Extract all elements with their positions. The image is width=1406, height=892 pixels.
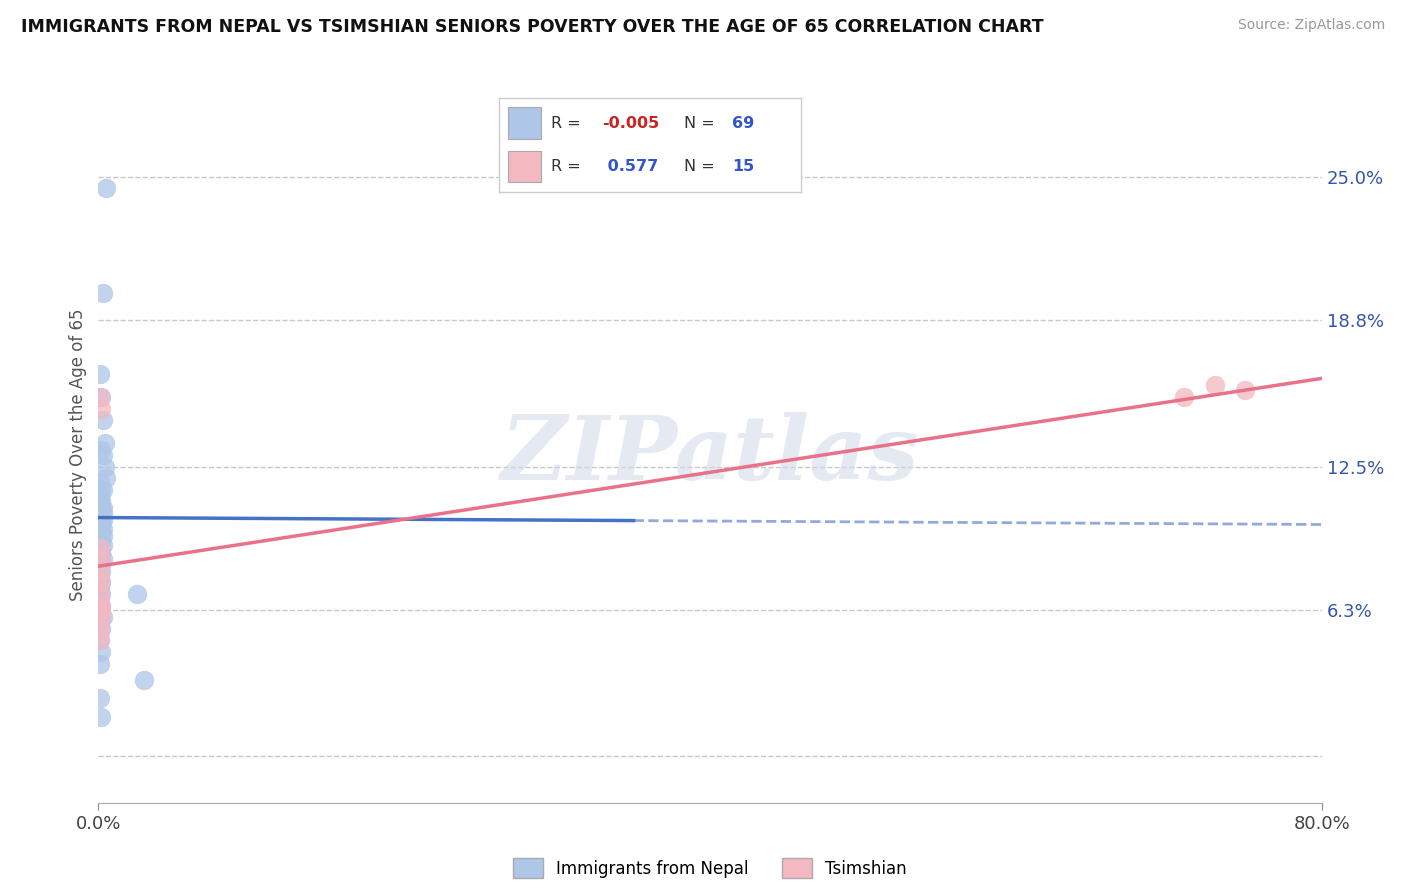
Point [89, 606, 111, 620]
Point [90, 536, 112, 550]
Text: 69: 69 [733, 116, 754, 131]
Point [90, 710, 112, 724]
Y-axis label: Seniors Poverty Over the Age of 65: Seniors Poverty Over the Age of 65 [69, 309, 87, 601]
Point [90, 517, 112, 532]
Point [91, 610, 114, 624]
Point [89, 520, 111, 534]
Point [89, 568, 111, 582]
Point [89, 622, 111, 636]
Point [93, 436, 115, 450]
Point [89, 633, 111, 648]
Point [89, 587, 111, 601]
Point [94, 181, 117, 195]
Point [90, 645, 112, 659]
Point [90, 520, 112, 534]
Point [90, 513, 112, 527]
Point [91, 513, 114, 527]
Point [90, 503, 112, 517]
Point [90, 564, 112, 578]
Point [125, 587, 148, 601]
Point [1173, 390, 1195, 404]
Point [90, 575, 112, 590]
Point [90, 499, 112, 513]
Point [91, 285, 114, 300]
Point [91, 501, 114, 516]
Point [89, 517, 111, 532]
Point [89, 533, 111, 548]
Text: Source: ZipAtlas.com: Source: ZipAtlas.com [1237, 18, 1385, 32]
Point [89, 541, 111, 555]
Point [90, 587, 112, 601]
Point [94, 471, 117, 485]
Point [90, 494, 112, 508]
Point [90, 622, 112, 636]
Point [90, 599, 112, 613]
Point [89, 515, 111, 529]
Point [90, 508, 112, 523]
Point [89, 508, 111, 523]
Point [90, 599, 112, 613]
Point [90, 526, 112, 541]
Point [90, 510, 112, 524]
Point [89, 501, 111, 516]
Text: 0.577: 0.577 [602, 159, 658, 174]
Point [91, 538, 114, 552]
Point [1204, 378, 1226, 392]
Point [91, 483, 114, 497]
Text: N =: N = [683, 159, 714, 174]
Point [89, 603, 111, 617]
Point [90, 575, 112, 590]
Point [91, 448, 114, 462]
Point [89, 522, 111, 536]
Text: -0.005: -0.005 [602, 116, 659, 131]
Point [89, 541, 111, 555]
Text: IMMIGRANTS FROM NEPAL VS TSIMSHIAN SENIORS POVERTY OVER THE AGE OF 65 CORRELATIO: IMMIGRANTS FROM NEPAL VS TSIMSHIAN SENIO… [21, 18, 1043, 36]
FancyBboxPatch shape [508, 108, 541, 139]
Point [134, 673, 156, 687]
Text: ZIPatlas: ZIPatlas [502, 412, 918, 498]
Point [90, 515, 112, 529]
Point [89, 526, 111, 541]
Point [91, 522, 114, 536]
FancyBboxPatch shape [508, 151, 541, 183]
Point [93, 459, 115, 474]
Text: N =: N = [683, 116, 714, 131]
Point [90, 545, 112, 559]
Point [90, 401, 112, 416]
Point [89, 367, 111, 381]
Point [91, 529, 114, 543]
Point [89, 657, 111, 671]
Text: R =: R = [551, 116, 581, 131]
Point [90, 532, 112, 546]
Point [91, 552, 114, 566]
Point [89, 490, 111, 504]
Text: R =: R = [551, 159, 581, 174]
Point [90, 390, 112, 404]
Point [90, 610, 112, 624]
Point [89, 559, 111, 574]
Point [89, 549, 111, 564]
Point [90, 483, 112, 497]
Point [89, 510, 111, 524]
Point [89, 524, 111, 539]
Point [89, 390, 111, 404]
Point [89, 691, 111, 706]
Point [90, 524, 112, 539]
Point [90, 443, 112, 458]
Point [89, 499, 111, 513]
Point [89, 475, 111, 490]
Text: 15: 15 [733, 159, 754, 174]
Point [89, 594, 111, 608]
Point [91, 506, 114, 520]
Point [90, 552, 112, 566]
Legend: Immigrants from Nepal, Tsimshian: Immigrants from Nepal, Tsimshian [506, 851, 914, 885]
Point [89, 615, 111, 629]
Point [89, 580, 111, 594]
Point [89, 564, 111, 578]
Point [90, 557, 112, 571]
Point [89, 633, 111, 648]
Point [91, 413, 114, 427]
Point [1234, 383, 1257, 397]
Point [89, 513, 111, 527]
